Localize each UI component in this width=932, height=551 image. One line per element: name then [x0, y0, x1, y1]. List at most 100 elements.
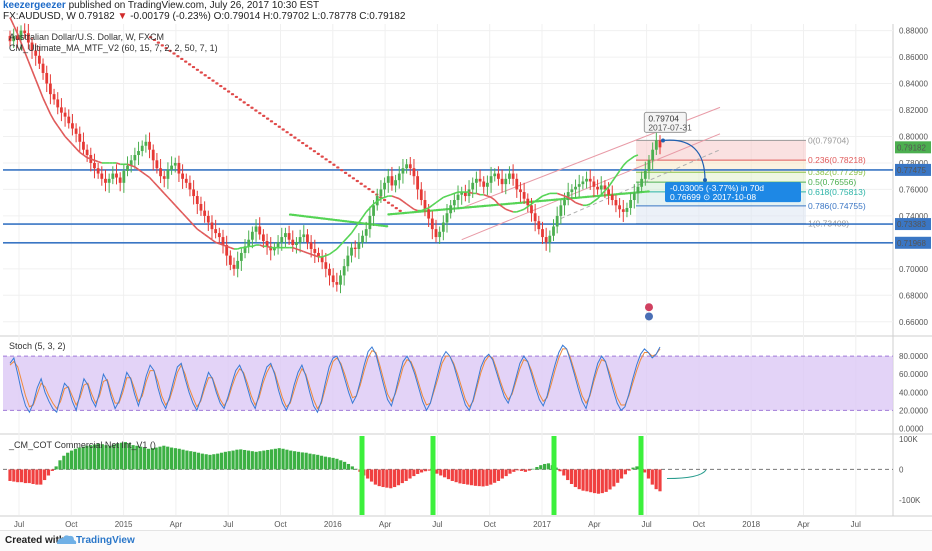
candle-body	[56, 99, 60, 108]
candle-body	[581, 181, 585, 185]
ma-segment	[156, 184, 162, 190]
cot-bar	[435, 469, 439, 474]
candle-body	[243, 246, 247, 253]
ma-segment	[259, 244, 264, 248]
candle-body	[412, 168, 416, 177]
ma-segment	[27, 60, 33, 71]
price-legend-symbol: Australian Dollar/U.S. Dollar, W, FXCM	[9, 32, 164, 42]
price-tick-label: 0.80000	[899, 132, 928, 141]
ma-segment	[343, 236, 349, 242]
cot-bar	[493, 469, 497, 483]
ma-segment	[634, 154, 639, 158]
ma-segment	[182, 212, 187, 218]
cot-bar	[527, 469, 531, 471]
ohlc-values: O:0.79014 H:0.79702 L:0.78778 C:0.79182	[213, 11, 406, 22]
cot-bar	[231, 450, 235, 470]
price-tag-label: 0.71968	[897, 239, 926, 248]
cot-bar	[135, 445, 139, 470]
ma-segment	[53, 120, 59, 127]
candle-body	[463, 192, 467, 197]
ma-segment	[395, 196, 400, 200]
candle-body	[441, 222, 445, 232]
cot-bar	[616, 469, 620, 483]
ma-segment	[252, 244, 257, 248]
ma-segment	[545, 192, 551, 196]
cot-bar	[535, 466, 539, 470]
ma-segment	[148, 176, 154, 183]
ma-segment	[314, 254, 319, 258]
cot-bar	[566, 469, 570, 481]
ma-segment	[222, 244, 227, 248]
author-link[interactable]: keezergeezer	[3, 0, 66, 11]
chart-header: keezergeezer published on TradingView.co…	[0, 0, 932, 24]
cot-bar	[573, 469, 577, 488]
cot-bar	[27, 469, 31, 484]
cot-bar	[185, 450, 189, 470]
candle-body	[614, 200, 618, 206]
price-tag	[895, 163, 931, 176]
chart-canvas[interactable]: 0(0.79704)0.236(0.78218)0.382(0.77299)0.…	[0, 0, 932, 530]
ma-segment	[266, 245, 272, 249]
ma-segment	[516, 209, 521, 213]
candle-body	[452, 200, 456, 206]
ma-segment	[45, 105, 52, 115]
stoch-tick-label: 80.0000	[899, 352, 928, 361]
candle-body	[173, 162, 177, 166]
symbol-label: FX:AUDUSD, W	[3, 11, 76, 22]
ma-segment	[42, 97, 48, 107]
candle-body	[533, 213, 537, 222]
time-tick-label: Oct	[274, 520, 287, 529]
cot-bar	[108, 445, 112, 470]
candle-body	[23, 30, 27, 34]
candle-body	[493, 173, 497, 177]
cot-bar	[69, 450, 74, 470]
candle-body	[313, 248, 317, 253]
cot-tick-label: 0	[899, 465, 904, 474]
cot-bar	[169, 447, 174, 470]
candle-body	[258, 226, 262, 235]
tradingview-brand[interactable]: TradingView	[76, 535, 135, 546]
cot-bar	[81, 446, 85, 470]
time-tick-label: 2015	[115, 520, 133, 529]
candle-body	[232, 264, 236, 269]
price-panel[interactable]: 0(0.79704)0.236(0.78218)0.382(0.77299)0.…	[3, 17, 893, 321]
candle-body	[228, 255, 232, 265]
cot-bar	[12, 469, 16, 482]
candle-body	[353, 247, 357, 249]
cot-bar	[469, 469, 474, 486]
cot-bar	[531, 468, 535, 470]
candle-body	[30, 42, 34, 51]
time-tick-label: Jul	[14, 520, 24, 529]
ma-segment	[556, 192, 562, 196]
cot-bar	[43, 469, 47, 481]
ma-segment	[38, 88, 44, 99]
ma-segment	[310, 253, 316, 257]
time-tick-label: Oct	[483, 520, 496, 529]
stoch-k-line	[9, 344, 661, 414]
candle-body	[379, 189, 383, 197]
cot-bar	[131, 445, 135, 470]
candle-body	[104, 178, 107, 183]
cot-bar	[258, 451, 262, 470]
cot-panel[interactable]	[3, 436, 893, 515]
candle-body	[570, 189, 574, 193]
candle-body	[100, 173, 104, 179]
cot-bar	[204, 454, 208, 470]
candle-body	[383, 182, 386, 190]
candle-body	[445, 213, 449, 223]
candle-body	[78, 133, 82, 142]
cot-bar	[500, 469, 504, 479]
ma-segment	[365, 207, 371, 213]
cot-bar	[143, 447, 147, 470]
candle-body	[618, 205, 622, 210]
high-callout-price: 0.79704	[648, 113, 679, 123]
cot-tick-label: -100K	[899, 496, 921, 505]
ma-segment	[350, 227, 356, 234]
ma-segment	[200, 231, 206, 236]
cot-bar	[546, 463, 551, 470]
price-axis[interactable]: 0.88000 0.86000 0.84000 0.82000 0.80000 0.780…	[895, 27, 931, 505]
candle-body	[309, 242, 313, 249]
stochastic-panel[interactable]	[3, 344, 893, 414]
ma-segment	[219, 242, 224, 246]
cot-bar	[312, 454, 316, 470]
